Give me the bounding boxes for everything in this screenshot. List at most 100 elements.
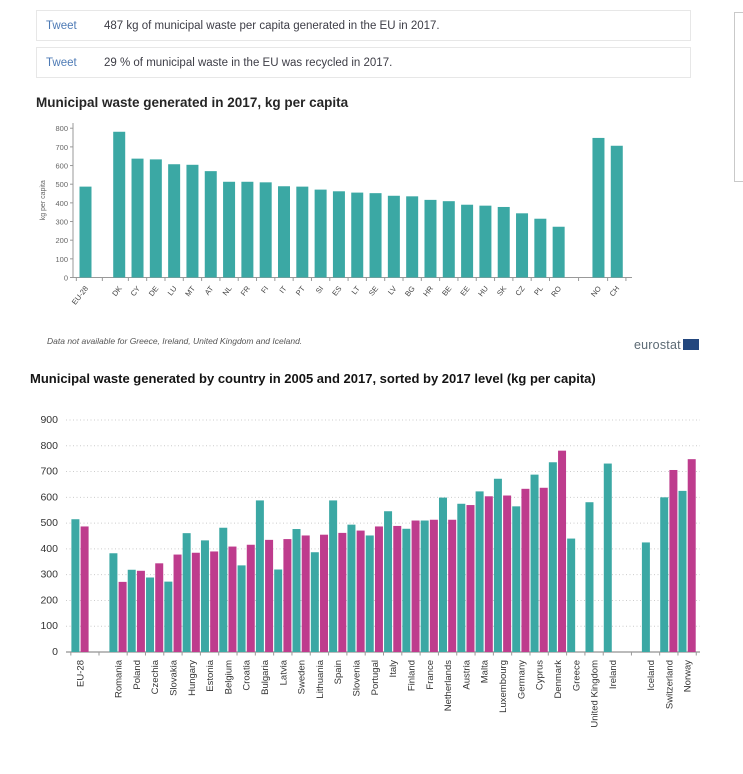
bar-NL: [223, 181, 236, 278]
tweet-box-1: Tweet 487 kg of municipal waste per capi…: [36, 10, 691, 41]
bar-2005-Poland: [127, 569, 136, 652]
tweet-link[interactable]: Tweet: [46, 19, 77, 32]
bar-2005-Italy: [384, 511, 393, 652]
chart2-grouped-bar-chart: 0 100 200 300 400 500 600 700 800 900 EU-28 Romania…: [40, 414, 700, 728]
x-axis: [66, 651, 700, 656]
bar-2005-Slovenia: [347, 524, 356, 652]
bars: [79, 131, 623, 278]
bar-2017-Germany: [521, 488, 530, 652]
bar-BG: [406, 196, 419, 278]
bar-2005-Croatia: [237, 565, 246, 652]
bar-RO: [552, 226, 565, 278]
svg-text:PT: PT: [294, 284, 307, 297]
bar-LU: [168, 164, 181, 278]
bar-2017-Italy: [393, 525, 402, 652]
svg-text:Netherlands: Netherlands: [443, 660, 454, 711]
bar-2017-Sweden: [301, 535, 310, 652]
bar-2005-Slovakia: [164, 581, 173, 652]
svg-text:700: 700: [55, 143, 68, 152]
svg-text:RO: RO: [549, 284, 563, 299]
svg-text:Bulgaria: Bulgaria: [260, 659, 271, 695]
svg-text:CH: CH: [608, 284, 622, 298]
bar-2005-France: [420, 520, 429, 652]
x-labels: EU-28 Romania Poland Czechia Slovakia Hungary…: [76, 659, 694, 727]
bar-2017-Hungary: [191, 552, 200, 652]
bar-2005-Denmark: [548, 462, 557, 652]
svg-text:Czechia: Czechia: [150, 659, 161, 694]
svg-text:PL: PL: [532, 284, 545, 297]
svg-text:EU-28: EU-28: [70, 284, 90, 306]
bar-2005-Finland: [402, 528, 411, 652]
svg-text:200: 200: [40, 594, 58, 606]
bar-DK: [113, 131, 126, 278]
svg-text:LV: LV: [386, 284, 398, 296]
svg-text:Germany: Germany: [516, 660, 527, 699]
bar-DE: [149, 159, 162, 278]
svg-text:United Kingdom: United Kingdom: [590, 660, 601, 728]
bar-2017-France: [429, 519, 438, 652]
svg-text:400: 400: [40, 543, 58, 555]
svg-text:600: 600: [40, 491, 58, 503]
tweet-link[interactable]: Tweet: [46, 56, 77, 69]
svg-text:Luxembourg: Luxembourg: [498, 660, 509, 713]
svg-text:NL: NL: [221, 284, 234, 297]
svg-text:HR: HR: [421, 284, 435, 299]
bar-2005-Luxembourg: [493, 478, 502, 652]
svg-text:kg per capita: kg per capita: [40, 180, 47, 220]
svg-text:Switzerland: Switzerland: [664, 660, 675, 709]
bar-2017-Bulgaria: [265, 539, 274, 652]
bar-CH: [610, 145, 623, 278]
svg-text:800: 800: [55, 124, 68, 133]
bar-IT: [278, 186, 290, 278]
bar-FR: [241, 181, 254, 278]
bar-2005-Cyprus: [530, 474, 539, 652]
svg-text:Italy: Italy: [388, 660, 399, 678]
bar-2017-Lithuania: [320, 534, 329, 652]
bar-2005-Portugal: [365, 535, 374, 652]
svg-text:Norway: Norway: [683, 660, 694, 692]
svg-text:LT: LT: [350, 284, 362, 296]
bar-2005-Germany: [512, 506, 521, 652]
svg-text:BG: BG: [403, 284, 417, 298]
svg-text:BE: BE: [440, 284, 453, 297]
svg-text:Romania: Romania: [114, 659, 125, 698]
bar-2005-Malta: [475, 491, 484, 652]
svg-text:900: 900: [40, 414, 58, 426]
x-labels: EU-28 DK CY DE LU MT AT NL FR FI IT PT SI ES LT SE LV BG H…: [70, 284, 621, 307]
svg-text:Cyprus: Cyprus: [535, 660, 546, 690]
svg-text:Iceland: Iceland: [646, 660, 657, 691]
bar-2017-Poland: [136, 570, 145, 652]
bar-PT: [296, 186, 309, 278]
bar-LV: [387, 195, 400, 278]
svg-text:EU-28: EU-28: [76, 660, 87, 687]
eurostat-logo: eurostat: [634, 338, 699, 352]
bar-2017-Norway: [687, 459, 696, 652]
svg-text:Belgium: Belgium: [223, 660, 234, 694]
bar-2017-Finland: [411, 520, 420, 652]
svg-text:Greece: Greece: [571, 660, 582, 691]
svg-text:200: 200: [55, 236, 68, 245]
svg-text:700: 700: [40, 466, 58, 478]
svg-text:Slovenia: Slovenia: [352, 659, 363, 696]
bar-2017-Romania: [118, 581, 127, 652]
bar-2017-Malta: [484, 496, 493, 652]
svg-text:SE: SE: [367, 284, 380, 297]
svg-text:600: 600: [55, 162, 68, 171]
bar-2005-Bulgaria: [255, 500, 264, 652]
bar-2017-Spain: [338, 532, 347, 652]
bar-HU: [479, 205, 492, 278]
svg-text:500: 500: [40, 517, 58, 529]
bar-2017-Denmark: [558, 450, 567, 652]
bar-2017-Cyprus: [539, 487, 548, 652]
svg-text:ES: ES: [330, 284, 343, 297]
svg-text:France: France: [425, 660, 436, 690]
svg-text:Estonia: Estonia: [205, 659, 216, 691]
svg-text:Croatia: Croatia: [242, 659, 253, 690]
svg-text:Austria: Austria: [461, 659, 472, 689]
eurostat-logo-text: eurostat: [634, 338, 681, 352]
svg-text:0: 0: [52, 646, 58, 658]
bar-SK: [497, 206, 510, 278]
bar-2017-Portugal: [374, 526, 383, 652]
bar-2017-EU-28: [80, 526, 89, 652]
svg-text:Ireland: Ireland: [608, 660, 619, 689]
